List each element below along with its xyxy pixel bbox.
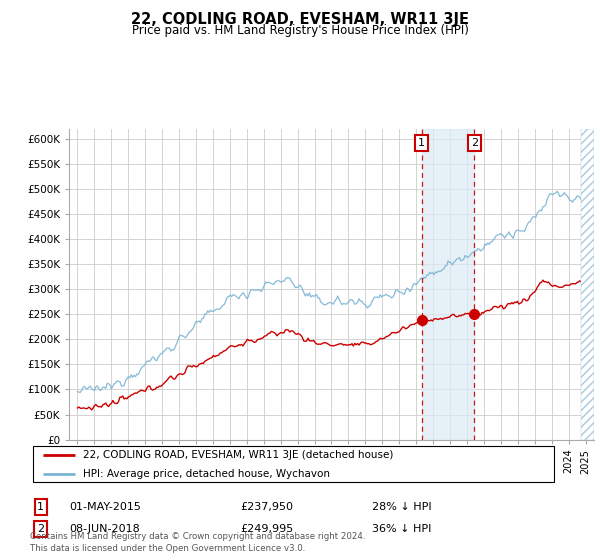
Text: 22, CODLING ROAD, EVESHAM, WR11 3JE: 22, CODLING ROAD, EVESHAM, WR11 3JE <box>131 12 469 27</box>
Text: 1: 1 <box>37 502 44 512</box>
Text: 1: 1 <box>418 138 425 148</box>
Text: £237,950: £237,950 <box>240 502 293 512</box>
Text: 28% ↓ HPI: 28% ↓ HPI <box>372 502 431 512</box>
Bar <box>581 129 594 440</box>
Text: 2: 2 <box>37 524 44 534</box>
Text: 01-MAY-2015: 01-MAY-2015 <box>69 502 141 512</box>
Bar <box>581 129 594 440</box>
Text: 2: 2 <box>471 138 478 148</box>
Text: 08-JUN-2018: 08-JUN-2018 <box>69 524 140 534</box>
Text: Price paid vs. HM Land Registry's House Price Index (HPI): Price paid vs. HM Land Registry's House … <box>131 24 469 36</box>
Text: HPI: Average price, detached house, Wychavon: HPI: Average price, detached house, Wych… <box>83 469 330 479</box>
Text: Contains HM Land Registry data © Crown copyright and database right 2024.
This d: Contains HM Land Registry data © Crown c… <box>30 532 365 553</box>
FancyBboxPatch shape <box>32 446 554 482</box>
Bar <box>422 129 475 440</box>
Text: 36% ↓ HPI: 36% ↓ HPI <box>372 524 431 534</box>
Text: £249,995: £249,995 <box>240 524 293 534</box>
Text: 22, CODLING ROAD, EVESHAM, WR11 3JE (detached house): 22, CODLING ROAD, EVESHAM, WR11 3JE (det… <box>83 450 393 460</box>
